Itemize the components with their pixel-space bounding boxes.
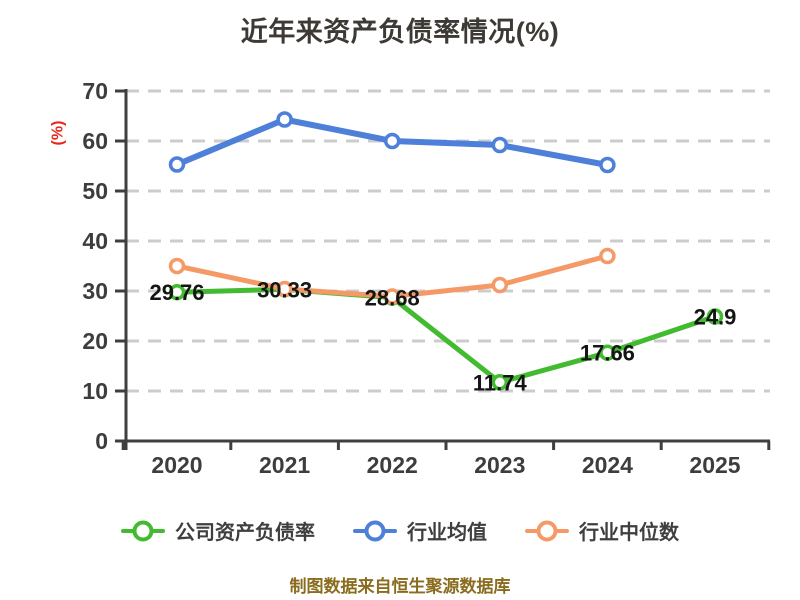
x-tick-label: 2021 [259,452,310,478]
y-tick-label: 60 [82,128,108,154]
legend-item-company[interactable]: 公司资产负债率 [121,516,315,545]
data-label: 24.9 [694,305,737,330]
tick-labels: 0 10 20 30 40 50 60 70 2020 2021 2022 2023 2024 2025 [82,78,740,478]
legend-item-industry_avg[interactable]: 行业均值 [353,516,487,545]
chart-title: 近年来资产负债率情况(%) [240,17,560,47]
series-company [168,281,724,391]
legend-label: 行业中位数 [579,522,679,544]
y-tick-label: 40 [82,228,108,254]
axes [115,89,771,450]
x-tick-label: 2023 [474,452,525,478]
data-point [599,156,616,174]
data-label: 28.68 [365,286,420,311]
legend-marker-icon [525,519,569,543]
legend-marker-icon [121,519,165,543]
data-labels: 29.76 30.33 28.68 11.74 17.66 24.9 [149,277,736,395]
x-tick-label: 2025 [689,452,740,478]
data-point [168,283,186,301]
data-point [491,276,509,294]
data-label: 30.33 [257,277,312,302]
data-label: 11.74 [473,370,528,395]
data-point [491,374,509,391]
data-point [276,111,293,128]
x-tick-label: 2020 [151,452,202,478]
y-tick-label: 20 [82,328,108,354]
data-point [168,156,186,173]
legend-label: 行业均值 [407,522,487,544]
x-tick-label: 2022 [367,452,418,478]
series-industry_avg [168,111,616,174]
source-note: 制图数据来自恒生聚源数据库 [289,577,511,596]
data-point [168,257,186,275]
gridlines [126,89,770,393]
legend-label: 公司资产负债率 [175,522,315,544]
series-line [174,286,718,385]
data-point [383,288,401,305]
y-tick-label: 70 [82,78,108,104]
legend: 公司资产负债率 行业均值 行业中位数 [0,516,800,545]
data-point [599,344,616,361]
data-point [599,247,616,265]
y-tick-label: 0 [95,428,108,454]
x-tick-label: 2024 [582,452,633,478]
data-point [706,308,724,325]
series-industry_median [168,247,616,305]
legend-marker-dot [364,520,386,541]
data-point [276,280,293,298]
y-tick-label: 50 [82,178,108,204]
data-point [383,132,401,150]
y-tick-label: 10 [82,378,108,404]
legend-marker-dot [132,520,154,541]
data-label: 29.76 [149,280,204,305]
data-label: 17.66 [580,341,635,366]
legend-marker-dot [536,520,558,541]
legend-marker-icon [353,519,397,543]
legend-item-industry_median[interactable]: 行业中位数 [525,516,679,545]
y-tick-label: 30 [82,278,108,304]
data-point [491,136,509,154]
